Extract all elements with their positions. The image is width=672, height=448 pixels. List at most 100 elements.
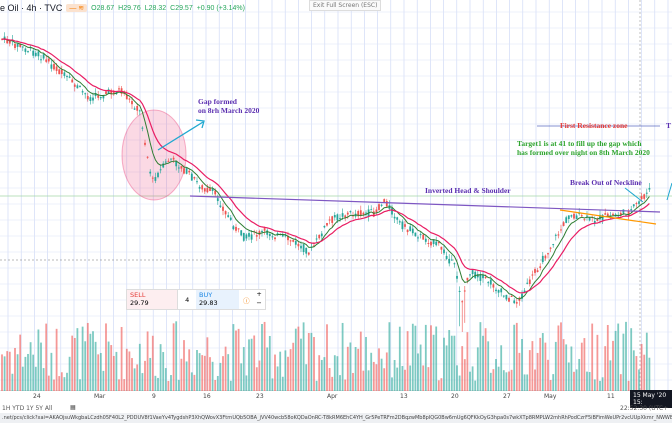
candle-body — [339, 218, 341, 220]
candle-body — [66, 76, 68, 78]
compare-badge[interactable]: — ≋ — [66, 4, 88, 12]
candle-body — [323, 225, 326, 228]
volume-bar — [640, 343, 643, 391]
volume-bar — [492, 369, 495, 391]
x-tick: Apr — [327, 393, 338, 400]
candle-body — [588, 217, 591, 221]
candle-body — [40, 59, 42, 61]
candle-body — [42, 54, 45, 59]
x-tick: 9 — [152, 393, 156, 400]
volume-bar — [162, 352, 165, 391]
candle-body — [58, 69, 61, 75]
plus-button[interactable]: + — [256, 290, 262, 298]
sell-button[interactable]: SELL 29.79 — [127, 290, 179, 309]
volume-bar — [258, 360, 261, 391]
support-trendline — [559, 209, 657, 225]
volume-bar — [440, 378, 443, 391]
candle-body — [575, 215, 578, 219]
candle-body — [292, 239, 295, 242]
volume-bar — [219, 362, 222, 391]
volume-bar — [68, 356, 71, 391]
volume-bar — [523, 374, 526, 391]
candle-body — [188, 170, 191, 173]
candle-body — [562, 222, 565, 226]
ohlc-open: O28.67 — [91, 4, 115, 12]
info-icon[interactable]: ⓘ — [243, 297, 250, 305]
ema-fast-line — [1, 37, 650, 300]
candle-body — [305, 247, 308, 254]
candle-body — [71, 79, 74, 83]
candle-body — [487, 282, 490, 284]
candle-body — [94, 93, 97, 97]
volume-bar — [612, 340, 614, 391]
candle-body — [391, 208, 393, 215]
candle-body — [398, 221, 401, 223]
volume-bar — [352, 372, 354, 391]
volume-bar — [443, 337, 445, 391]
volume-bar — [149, 357, 152, 391]
candle-body — [167, 160, 170, 162]
candle-body — [604, 213, 607, 215]
candle-body — [232, 226, 235, 230]
candle-body — [401, 221, 404, 230]
volume-bar — [235, 330, 237, 391]
candle-body — [630, 209, 633, 211]
pattern-label: Inverted Head & Shoulder — [425, 186, 511, 195]
candle-body — [214, 190, 217, 195]
x-tick: 20 — [451, 393, 459, 400]
volume-bar — [289, 349, 292, 391]
volume-bar — [430, 325, 432, 391]
volume-bar — [378, 348, 380, 391]
volume-bar — [66, 372, 68, 391]
time-axis[interactable]: 24 Mar 9 16 23 Apr 13 20 27 May 11 — [0, 391, 672, 403]
candle-body — [570, 215, 573, 217]
price-chart[interactable] — [0, 0, 672, 391]
candle-body — [112, 90, 115, 95]
volume-bar — [21, 366, 24, 391]
volume-bar — [302, 322, 305, 391]
candle-body — [599, 214, 601, 220]
volume-bar — [645, 332, 648, 391]
candle-body — [300, 245, 302, 249]
volume-bar — [196, 350, 198, 391]
volume-bar — [224, 346, 227, 391]
candle-body — [411, 228, 414, 234]
volume-bar — [97, 354, 100, 391]
candle-body — [255, 235, 258, 237]
candle-body — [448, 258, 451, 264]
volume-bar — [276, 366, 279, 391]
volume-bar — [177, 379, 180, 391]
candle-body — [157, 172, 159, 178]
candle-body — [539, 266, 542, 268]
minus-button[interactable]: − — [256, 299, 262, 307]
candle-body — [596, 218, 599, 222]
candle-body — [435, 241, 438, 246]
volume-bar — [326, 324, 328, 391]
volume-bar — [599, 380, 601, 391]
candle-body — [97, 94, 100, 98]
breakout-arrow-2 — [666, 182, 672, 201]
buy-button[interactable]: BUY 29.83 — [196, 290, 240, 309]
range-buttons[interactable]: 1H YTD 1Y 5Y All — [2, 405, 53, 412]
calendar-icon[interactable]: ▦ — [70, 404, 76, 411]
candle-body — [554, 234, 557, 236]
quantity-field[interactable]: 4 — [185, 296, 190, 304]
volume-bar — [601, 377, 604, 391]
volume-bar — [118, 379, 120, 391]
ohlc-low: L28.32 — [144, 4, 167, 12]
symbol-title[interactable]: e Oil · 4h · TVC — [0, 3, 63, 13]
x-tick: 13 — [400, 393, 408, 400]
candle-body — [645, 192, 648, 194]
candle-body — [219, 205, 222, 207]
gap-line-1: Gap formed — [198, 97, 237, 106]
volume-bar — [333, 355, 336, 391]
candle-body — [357, 211, 360, 217]
exit-fullscreen-button[interactable]: Exit Full Screen (ESC) — [309, 0, 382, 11]
volume-bar — [250, 338, 253, 391]
volume-bar — [198, 353, 201, 391]
bottom-toolbar: 1H YTD 1Y 5Y All ▦ 22:52:30 (UTC+ — [0, 404, 672, 413]
candle-body — [63, 72, 66, 76]
candle-body — [258, 231, 261, 236]
volume-bar — [508, 371, 510, 391]
candle-body — [344, 215, 347, 218]
